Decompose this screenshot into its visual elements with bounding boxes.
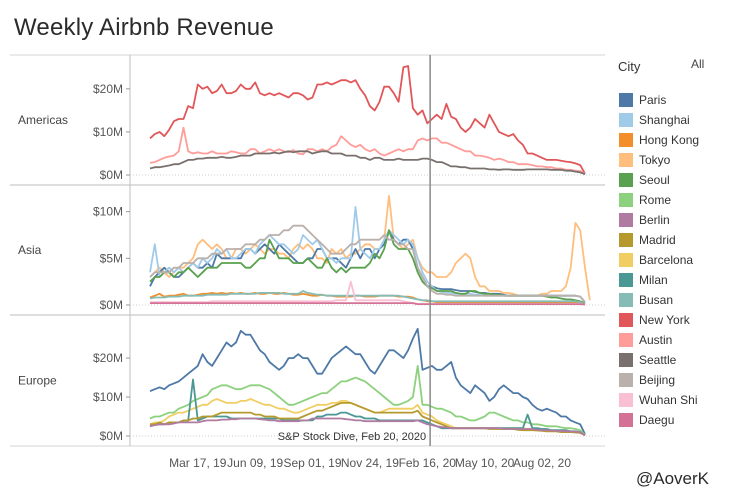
x-tick-label: Feb 16, 20	[399, 456, 457, 470]
legend-label: Seoul	[639, 173, 670, 187]
legend-swatch	[619, 233, 633, 247]
series-line	[149, 126, 586, 175]
y-tick-label: $5M	[100, 251, 123, 265]
legend-filter-all[interactable]: All	[691, 57, 705, 71]
legend-label: Berlin	[639, 213, 670, 227]
legend-item[interactable]: Tokyo	[619, 150, 699, 170]
legend-swatch	[619, 113, 633, 127]
y-tick-label: $20M	[93, 82, 123, 96]
series-line	[149, 150, 586, 175]
legend-item[interactable]: Berlin	[619, 210, 699, 230]
y-tick-label: $0M	[100, 298, 123, 312]
legend-label: Madrid	[639, 233, 676, 247]
legend-swatch	[619, 393, 633, 407]
legend-swatch	[619, 153, 633, 167]
legend-item[interactable]: Paris	[619, 90, 699, 110]
x-tick-label: May 10, 20	[455, 456, 515, 470]
panel-label: Asia	[18, 243, 42, 257]
series-line	[149, 327, 586, 435]
legend-label: Beijing	[639, 373, 676, 387]
legend-item[interactable]: Milan	[619, 270, 699, 290]
legend-item[interactable]: Hong Kong	[619, 130, 699, 150]
panel-label: Americas	[18, 113, 68, 127]
legend-item[interactable]: Shanghai	[619, 110, 699, 130]
legend-label: Barcelona	[639, 253, 694, 267]
y-tick-label: $0M	[100, 168, 123, 182]
legend-swatch	[619, 193, 633, 207]
legend-swatch	[619, 173, 633, 187]
legend-label: Seattle	[639, 353, 677, 367]
series-line	[149, 194, 591, 301]
x-tick-label: Sep 01, 19	[283, 456, 341, 470]
legend-label: Daegu	[639, 413, 675, 427]
legend-label: Hong Kong	[639, 133, 700, 147]
legend-label: New York	[639, 313, 690, 327]
panel-label: Europe	[18, 374, 57, 388]
legend-label: Paris	[639, 93, 667, 107]
series-line	[150, 302, 586, 306]
series-line	[149, 224, 586, 303]
chart-title: Weekly Airbnb Revenue	[14, 14, 274, 41]
legend-label: Wuhan Shi	[639, 393, 698, 407]
legend-label: Shanghai	[639, 113, 690, 127]
legend-item[interactable]: New York	[619, 310, 699, 330]
legend-item[interactable]: Rome	[619, 190, 699, 210]
legend-item[interactable]: Madrid	[619, 230, 699, 250]
y-tick-label: $10M	[93, 125, 123, 139]
legend-swatch	[619, 373, 633, 387]
legend-label: Rome	[639, 193, 672, 207]
annotation-label: S&P Stock Dive, Feb 20, 2020	[278, 431, 426, 443]
legend: Paris Shanghai Hong Kong Tokyo Seoul Rome Berl…	[619, 90, 699, 430]
legend-title: City	[618, 59, 641, 74]
legend-item[interactable]: Austin	[619, 330, 699, 350]
y-tick-label: $20M	[93, 351, 123, 365]
legend-item[interactable]: Wuhan Shi	[619, 390, 699, 410]
legend-item[interactable]: Seattle	[619, 350, 699, 370]
legend-swatch	[619, 133, 633, 147]
legend-item[interactable]: Barcelona	[619, 250, 699, 270]
series-line	[149, 206, 586, 303]
y-tick-label: $10M	[93, 205, 123, 219]
legend-swatch	[619, 93, 633, 107]
x-tick-label: Mar 17, 19	[169, 456, 227, 470]
x-tick-label: Nov 24, 19	[341, 456, 399, 470]
legend-swatch	[619, 353, 633, 367]
legend-item[interactable]: Beijing	[619, 370, 699, 390]
legend-item[interactable]: Seoul	[619, 170, 699, 190]
x-tick-label: Jun 09, 19	[227, 456, 283, 470]
series-line	[149, 417, 586, 436]
legend-label: Austin	[639, 333, 673, 347]
legend-label: Busan	[639, 293, 674, 307]
legend-swatch	[619, 313, 633, 327]
y-tick-label: $10M	[93, 390, 123, 404]
legend-swatch	[619, 253, 633, 267]
legend-swatch	[619, 293, 633, 307]
series-line	[149, 65, 586, 175]
series-line	[149, 365, 586, 436]
legend-swatch	[619, 413, 633, 427]
author-handle: @AoverK	[635, 469, 709, 488]
series-line	[149, 290, 586, 305]
legend-swatch	[619, 273, 633, 287]
series-line	[149, 229, 586, 304]
legend-swatch	[619, 333, 633, 347]
legend-label: Tokyo	[639, 153, 671, 167]
legend-label: Milan	[639, 273, 668, 287]
legend-item[interactable]: Daegu	[619, 410, 699, 430]
legend-item[interactable]: Busan	[619, 290, 699, 310]
x-tick-label: Aug 02, 20	[513, 456, 571, 470]
y-tick-label: $0M	[100, 429, 123, 443]
legend-swatch	[619, 213, 633, 227]
